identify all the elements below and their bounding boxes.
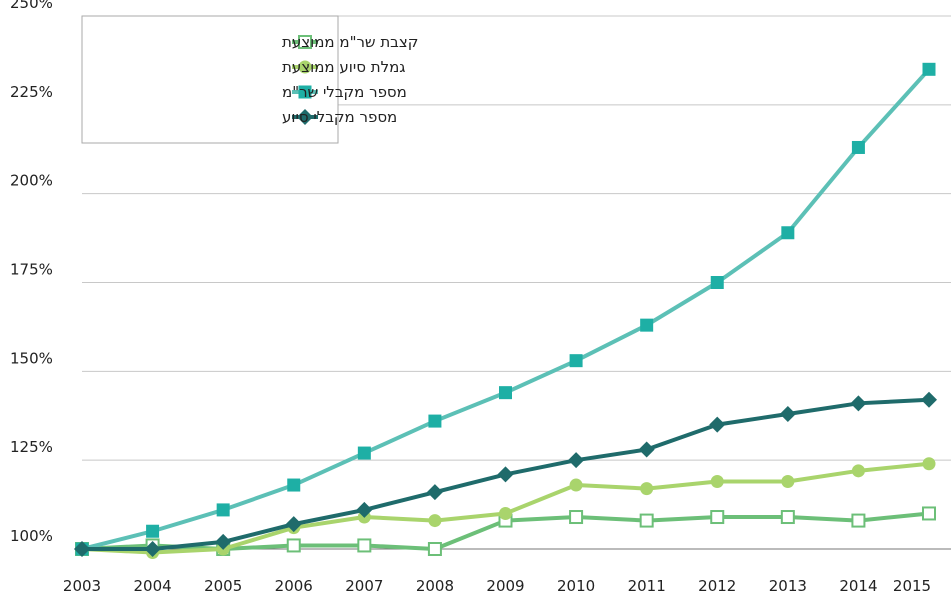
data-point [569,510,584,525]
data-point [710,474,724,488]
x-tick-label: 2012 [698,577,736,595]
data-point [921,391,937,408]
y-tick-label: 250% [10,0,53,12]
x-tick-label: 2009 [486,577,524,595]
legend-marker [298,60,312,74]
legend-marker [297,109,313,125]
data-point [499,506,512,520]
data-point [146,524,160,538]
legend-label: מספר מקבלי שר"מ [282,83,407,101]
data-point [640,482,654,496]
data-point [215,533,232,550]
x-tick-label: 2007 [345,577,383,595]
data-point [74,541,90,557]
data-point [286,538,301,553]
x-tick-label: 2014 [839,577,877,595]
data-point [639,513,654,528]
data-point [710,510,725,525]
legend-box [81,15,339,144]
data-point [285,516,302,533]
data-point [497,466,514,483]
data-point [569,478,583,492]
legend-marker [298,85,312,99]
legend-label: גמלת סיוע ממוצעת [282,58,405,76]
legend-label: מספר מקבלי סיוע [282,108,397,126]
data-point [851,513,866,528]
x-tick-label: 2008 [416,577,454,595]
data-point [427,542,442,556]
x-tick-label: 2005 [204,577,242,595]
y-tick-label: 150% [10,349,53,367]
data-point [851,140,865,154]
data-point [640,318,654,332]
data-point [922,62,936,76]
y-tick-label: 175% [10,261,53,279]
y-tick-label: 100% [10,527,53,545]
data-point [779,405,796,422]
x-tick-label: 2003 [63,577,101,595]
data-point [922,506,936,521]
data-point [287,478,301,492]
data-point [357,538,372,553]
data-point [428,414,442,428]
data-point [426,484,443,501]
legend: קצבת שר"מ ממוצעת גמלת סיוע ממוצעת מספר מקב… [81,15,418,144]
x-tick-label: 2006 [275,577,313,595]
data-point [781,226,795,240]
x-tick-label: 2015 [893,577,931,595]
x-tick-label: 2011 [628,577,666,595]
data-point [356,501,373,518]
legend-marker [298,35,312,49]
x-tick-label: 2010 [557,577,595,595]
x-tick-label: 2004 [133,577,171,595]
data-point [499,386,512,400]
x-tick-label: 2013 [769,577,807,595]
data-point [144,541,161,557]
y-tick-label: 200% [10,172,53,190]
y-tick-label: 125% [10,438,53,456]
data-point [710,276,724,289]
data-point [780,510,795,525]
data-point [357,446,371,460]
data-point [781,474,795,488]
data-point [216,503,230,517]
data-point [850,395,867,412]
data-point [428,514,442,528]
data-point [569,354,583,368]
data-point [922,457,936,471]
y-tick-label: 225% [10,83,53,101]
data-point [638,441,655,458]
data-point [851,464,865,478]
data-point [709,416,726,433]
data-point [568,452,585,469]
legend-label: קצבת שר"מ ממוצעת [282,33,418,51]
